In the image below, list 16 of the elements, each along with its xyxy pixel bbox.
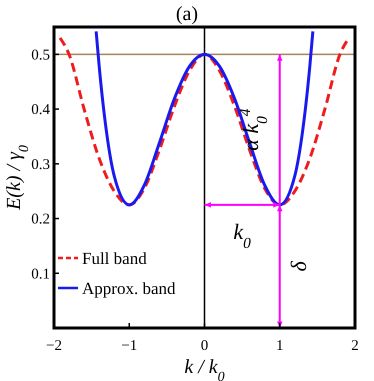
x-tick-label: 2 bbox=[351, 338, 359, 354]
y-tick-label: 0.4 bbox=[31, 102, 50, 118]
x-tick-label: 0 bbox=[200, 338, 208, 354]
y-tick-label: 0.2 bbox=[31, 212, 50, 228]
legend-label: Approx. band bbox=[82, 279, 176, 298]
y-tick-label: 0.1 bbox=[31, 266, 50, 282]
y-tick-label: 0.5 bbox=[31, 47, 50, 64]
y-tick-label: 0.3 bbox=[31, 156, 50, 173]
chart-title: (a) bbox=[176, 3, 198, 25]
annotation: δ bbox=[286, 260, 311, 272]
x-axis-title: k / k$_{0}$ bbox=[184, 356, 225, 381]
legend-label: Full band bbox=[82, 249, 148, 268]
x-tick-label: −1 bbox=[121, 338, 138, 354]
x-tick-label: 1 bbox=[276, 338, 284, 354]
x-tick-label: −2 bbox=[46, 338, 62, 354]
annotation: k$_{0}$ bbox=[233, 218, 252, 252]
